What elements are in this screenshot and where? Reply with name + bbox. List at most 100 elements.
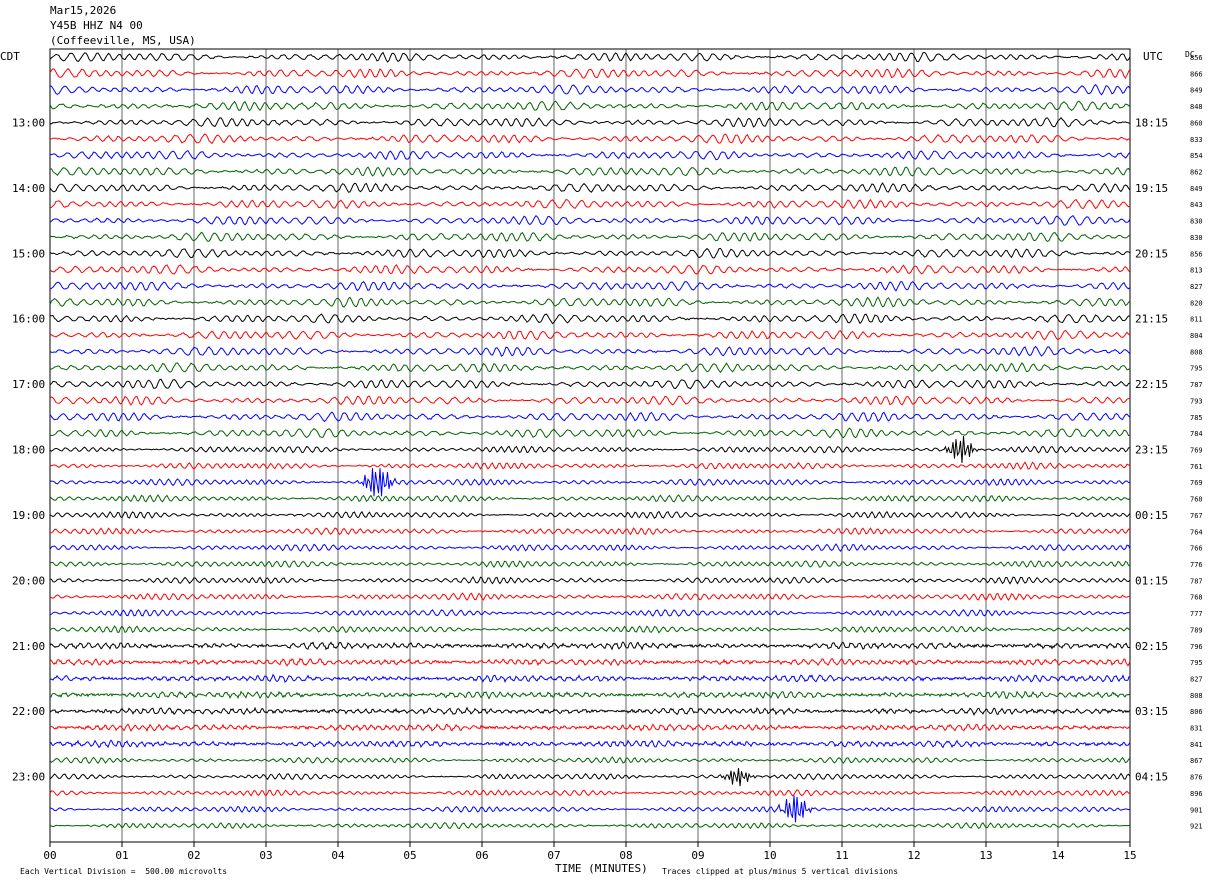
seismic-trace-39 [49, 673, 1131, 684]
left-timezone-label: CDT [0, 50, 20, 63]
cdt-hour-label: 22:00 [12, 705, 45, 718]
seismic-trace-26 [49, 461, 1131, 470]
dc-offset-label: 860 [1190, 119, 1203, 127]
dc-offset-label: 856 [1190, 54, 1203, 62]
dc-offset-label: 808 [1190, 692, 1203, 700]
x-tick-label: 10 [763, 849, 776, 862]
dc-offset-label: 787 [1190, 577, 1203, 585]
right-timezone-label: UTC [1143, 50, 1163, 63]
dc-offset-label: 793 [1190, 397, 1203, 405]
cdt-hour-label: 19:00 [12, 509, 45, 522]
seismic-trace-30 [50, 527, 1131, 536]
seismic-trace-19 [49, 345, 1131, 357]
seismic-trace-37 [49, 641, 1131, 651]
seismic-trace-25 [49, 435, 1131, 463]
x-tick-label: 04 [331, 849, 345, 862]
dc-offset-label: 867 [1190, 757, 1203, 765]
dc-offset-label: 876 [1190, 774, 1203, 782]
x-tick-label: 13 [979, 849, 992, 862]
seismic-trace-47 [49, 795, 1131, 823]
dc-offset-label: 833 [1190, 136, 1203, 144]
header-station: Y45B HHZ N4 00 [50, 19, 143, 32]
seismic-trace-29 [49, 510, 1131, 519]
dc-offset-label: 769 [1190, 479, 1203, 487]
utc-hour-label: 04:15 [1135, 771, 1168, 784]
seismic-trace-23 [49, 411, 1131, 423]
dc-header-label: DC [1185, 50, 1195, 59]
dc-offset-label: 777 [1190, 610, 1203, 618]
seismic-trace-22 [49, 395, 1130, 406]
dc-offset-label: 776 [1190, 561, 1203, 569]
dc-offset-label: 901 [1190, 806, 1203, 814]
seismic-trace-45 [49, 768, 1131, 787]
vertical-division-note: Each Vertical Division = 500.00 microvol… [20, 867, 228, 876]
dc-offset-label: 854 [1190, 152, 1203, 160]
cdt-hour-label: 21:00 [12, 640, 45, 653]
seismic-trace-48 [49, 822, 1131, 830]
seismic-trace-28 [49, 494, 1131, 503]
dc-offset-label: 827 [1190, 675, 1203, 683]
dc-offset-label: 808 [1190, 348, 1203, 356]
utc-hour-label: 18:15 [1135, 116, 1168, 129]
utc-hour-label: 01:15 [1135, 574, 1168, 587]
dc-offset-label: 830 [1190, 218, 1203, 226]
dc-offset-label: 866 [1190, 70, 1203, 78]
dc-offset-label: 843 [1190, 201, 1203, 209]
x-tick-label: 02 [187, 849, 200, 862]
cdt-hour-label: 18:00 [12, 444, 45, 457]
seismic-trace-35 [49, 608, 1131, 617]
seismic-trace-3 [49, 83, 1131, 96]
dc-offset-label: 831 [1190, 725, 1203, 733]
seismic-trace-12 [49, 231, 1131, 243]
cdt-hour-label: 15:00 [12, 247, 45, 260]
seismic-trace-20 [49, 362, 1131, 374]
header-location: (Coffeeville, MS, USA) [50, 34, 196, 47]
seismic-trace-42 [49, 723, 1131, 733]
x-tick-label: 06 [475, 849, 488, 862]
cdt-hour-label: 17:00 [12, 378, 45, 391]
x-tick-label: 03 [259, 849, 272, 862]
seismic-trace-46 [49, 789, 1131, 797]
dc-offset-label: 813 [1190, 267, 1203, 275]
seismic-trace-36 [49, 625, 1131, 634]
seismic-trace-4 [49, 100, 1131, 112]
header-date: Mar15,2026 [50, 4, 117, 17]
dc-offset-label: 830 [1190, 234, 1203, 242]
x-tick-label: 09 [691, 849, 704, 862]
dc-offset-label: 761 [1190, 463, 1203, 471]
x-tick-label: 14 [1051, 849, 1065, 862]
dc-offset-label: 849 [1190, 185, 1203, 193]
dc-offset-label: 820 [1190, 299, 1203, 307]
seismic-trace-6 [49, 133, 1131, 145]
dc-offset-label: 787 [1190, 381, 1203, 389]
dc-offset-label: 827 [1190, 283, 1203, 291]
cdt-hour-label: 23:00 [12, 771, 45, 784]
seismic-trace-18 [49, 329, 1131, 341]
dc-offset-label: 764 [1190, 528, 1203, 536]
x-tick-label: 08 [619, 849, 632, 862]
seismic-trace-7 [49, 150, 1131, 161]
dc-offset-label: 806 [1190, 708, 1203, 716]
seismic-trace-21 [49, 378, 1131, 390]
cdt-hour-label: 16:00 [12, 313, 45, 326]
seismic-trace-10 [49, 198, 1131, 210]
dc-offset-label: 795 [1190, 659, 1203, 667]
x-tick-label: 11 [835, 849, 848, 862]
utc-hour-label: 21:15 [1135, 313, 1168, 326]
cdt-hour-label: 14:00 [12, 182, 45, 195]
dc-offset-label: 862 [1190, 168, 1203, 176]
utc-hour-label: 22:15 [1135, 378, 1168, 391]
dc-offset-label: 766 [1190, 545, 1203, 553]
seismic-trace-9 [49, 182, 1131, 193]
seismic-trace-2 [49, 67, 1131, 79]
cdt-hour-label: 20:00 [12, 574, 45, 587]
seismic-trace-38 [49, 657, 1131, 667]
dc-offset-label: 760 [1190, 496, 1203, 504]
seismic-trace-43 [49, 739, 1131, 749]
seismic-trace-31 [49, 543, 1131, 553]
dc-offset-label: 784 [1190, 430, 1203, 438]
seismic-trace-33 [49, 576, 1131, 585]
utc-hour-label: 20:15 [1135, 247, 1168, 260]
seismic-trace-41 [49, 706, 1131, 716]
